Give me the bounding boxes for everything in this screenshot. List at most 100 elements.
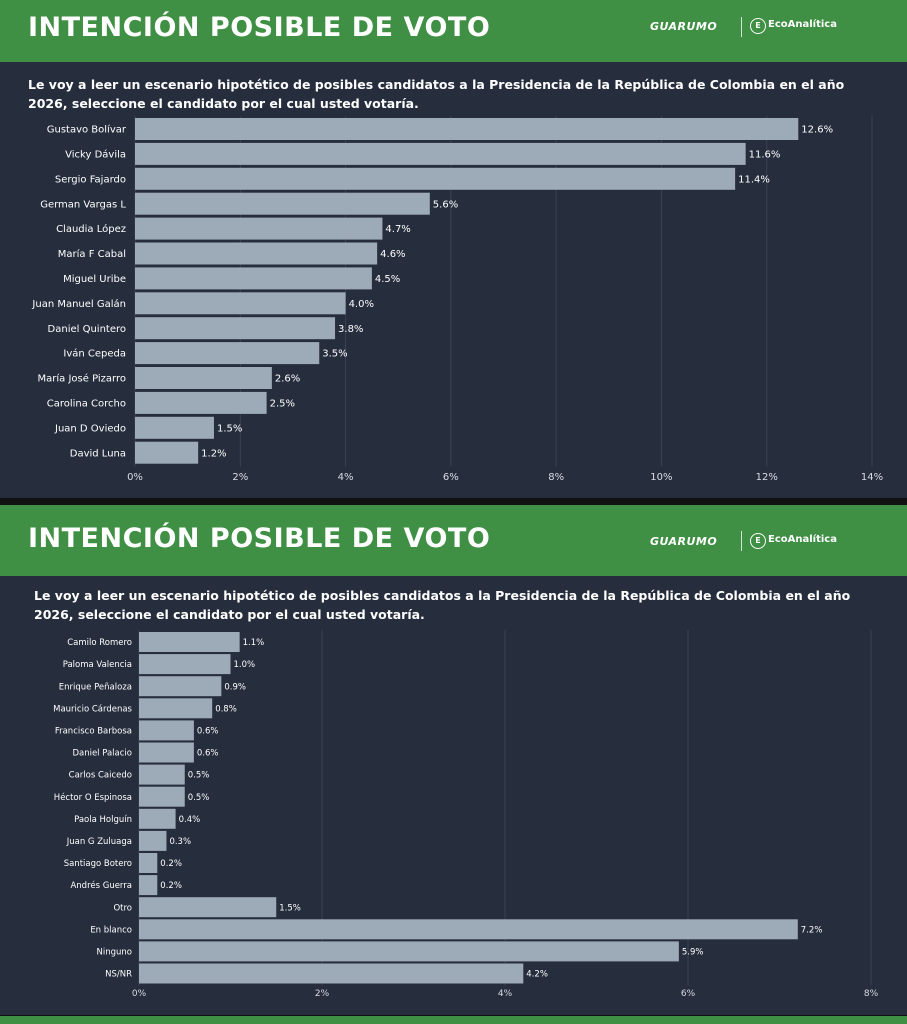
data-label: 0.5% [188, 771, 210, 781]
category-label: Santiago Botero [64, 859, 132, 869]
data-label: 4.2% [526, 970, 548, 980]
category-label: German Vargas L [40, 199, 126, 210]
data-label: 3.8% [338, 324, 363, 335]
data-label: 4.5% [375, 274, 400, 285]
x-tick-label: 2% [232, 472, 248, 483]
data-label: 0.9% [224, 682, 246, 692]
category-label: Daniel Palacio [72, 749, 132, 759]
data-label: 1.1% [243, 638, 265, 648]
bar [139, 742, 194, 763]
bar [139, 676, 222, 697]
question-text-1: Le voy a leer un escenario hipotético de… [28, 77, 845, 111]
category-label: Claudia López [56, 223, 126, 235]
bar [135, 317, 336, 340]
data-label: 0.6% [197, 749, 219, 759]
ecoanalitica-logo: EcoAnalítica [768, 534, 837, 545]
ecoanalitica-logo: EcoAnalítica [768, 19, 837, 30]
logo-divider [741, 531, 742, 551]
logo-divider [741, 17, 742, 37]
data-label: 0.2% [160, 881, 182, 891]
header-bar: INTENCIÓN POSIBLE DE VOTO GUARUMO E EcoA… [0, 0, 907, 62]
category-label: Enrique Peñaloza [59, 682, 132, 692]
x-tick-label: 8% [548, 472, 564, 483]
header-title: INTENCIÓN POSIBLE DE VOTO [28, 523, 491, 554]
category-label: Miguel Uribe [63, 274, 126, 285]
bar [135, 192, 430, 215]
category-label: Carolina Corcho [47, 399, 126, 410]
bar [139, 808, 176, 829]
bar [135, 267, 372, 290]
bar [139, 853, 158, 873]
data-label: 0.2% [160, 859, 182, 869]
guarumo-logo: GUARUMO [650, 20, 718, 33]
data-label: 1.5% [217, 423, 242, 434]
data-label: 1.2% [201, 448, 226, 459]
bar [139, 654, 231, 675]
category-label: Carlos Caicedo [69, 771, 132, 781]
category-label: Sergio Fajardo [55, 174, 126, 185]
bar [135, 342, 320, 365]
data-label: 4.0% [349, 299, 374, 310]
bar-chart-1: 0% 2% 4% 6% 8% 10% 12% 14% Gustavo Bolívar 12.6% V… [31, 116, 883, 483]
header-title: INTENCIÓN POSIBLE DE VOTO [28, 12, 491, 43]
category-label: David Luna [70, 448, 126, 459]
bar [139, 698, 213, 719]
x-tick-label: 2% [315, 989, 330, 999]
bar [135, 391, 267, 414]
x-tick-label: 6% [443, 472, 459, 483]
bar [135, 167, 736, 190]
category-label: Daniel Quintero [48, 324, 126, 335]
x-tick-label: 10% [650, 472, 672, 483]
category-label: Paola Holguín [74, 815, 132, 825]
category-label: Iván Cepeda [63, 348, 126, 360]
bar [135, 441, 199, 464]
category-label: Juan Manuel Galán [31, 298, 126, 310]
data-label: 5.6% [433, 199, 458, 210]
category-label: Camilo Romero [67, 638, 132, 648]
bar [135, 367, 272, 389]
category-label: Juan D Oviedo [54, 423, 126, 434]
bar [135, 118, 799, 140]
category-label: Vicky Dávila [65, 149, 126, 161]
data-label: 12.6% [801, 125, 833, 136]
category-label: Paloma Valencia [63, 660, 132, 670]
bar [139, 720, 194, 741]
bar [139, 897, 277, 918]
category-label: Ninguno [97, 947, 132, 957]
category-label: Gustavo Bolívar [47, 124, 127, 136]
data-label: 0.8% [215, 704, 237, 714]
data-label: 0.5% [188, 793, 210, 803]
bar [139, 764, 185, 785]
x-tick-label: 0% [127, 472, 143, 483]
x-tick-label: 6% [681, 989, 696, 999]
data-label: 11.4% [738, 174, 770, 185]
data-label: 0.3% [169, 837, 191, 847]
ecoanalitica-logo-icon: E [750, 533, 766, 549]
category-label: Mauricio Cárdenas [53, 704, 132, 714]
x-tick-label: 12% [756, 472, 778, 483]
bar [139, 941, 679, 962]
bar [139, 632, 240, 652]
header-bar: INTENCIÓN POSIBLE DE VOTO GUARUMO E EcoA… [0, 505, 907, 576]
bar [139, 830, 167, 851]
data-label: 4.7% [385, 224, 410, 235]
bar [139, 786, 185, 807]
category-label: Héctor O Espinosa [54, 792, 132, 803]
ecoanalitica-logo-icon: E [750, 18, 766, 34]
category-label: En blanco [90, 925, 132, 935]
x-tick-label: 0% [132, 989, 147, 999]
bar [135, 416, 214, 439]
data-label: 7.2% [801, 925, 823, 935]
bar [135, 242, 378, 265]
x-tick-label: 4% [498, 989, 513, 999]
category-label: María José Pizarro [38, 373, 126, 385]
bar [135, 217, 383, 240]
data-label: 5.9% [682, 947, 704, 957]
category-label: Francisco Barbosa [55, 726, 132, 736]
data-label: 4.6% [380, 249, 405, 260]
bar [135, 292, 346, 315]
bar [139, 963, 524, 984]
data-label: 3.5% [322, 349, 347, 360]
data-label: 2.5% [270, 399, 295, 410]
bar-chart-2: 0% 2% 4% 6% 8% Camilo Romero 1.1% Paloma Valenc… [53, 630, 879, 999]
